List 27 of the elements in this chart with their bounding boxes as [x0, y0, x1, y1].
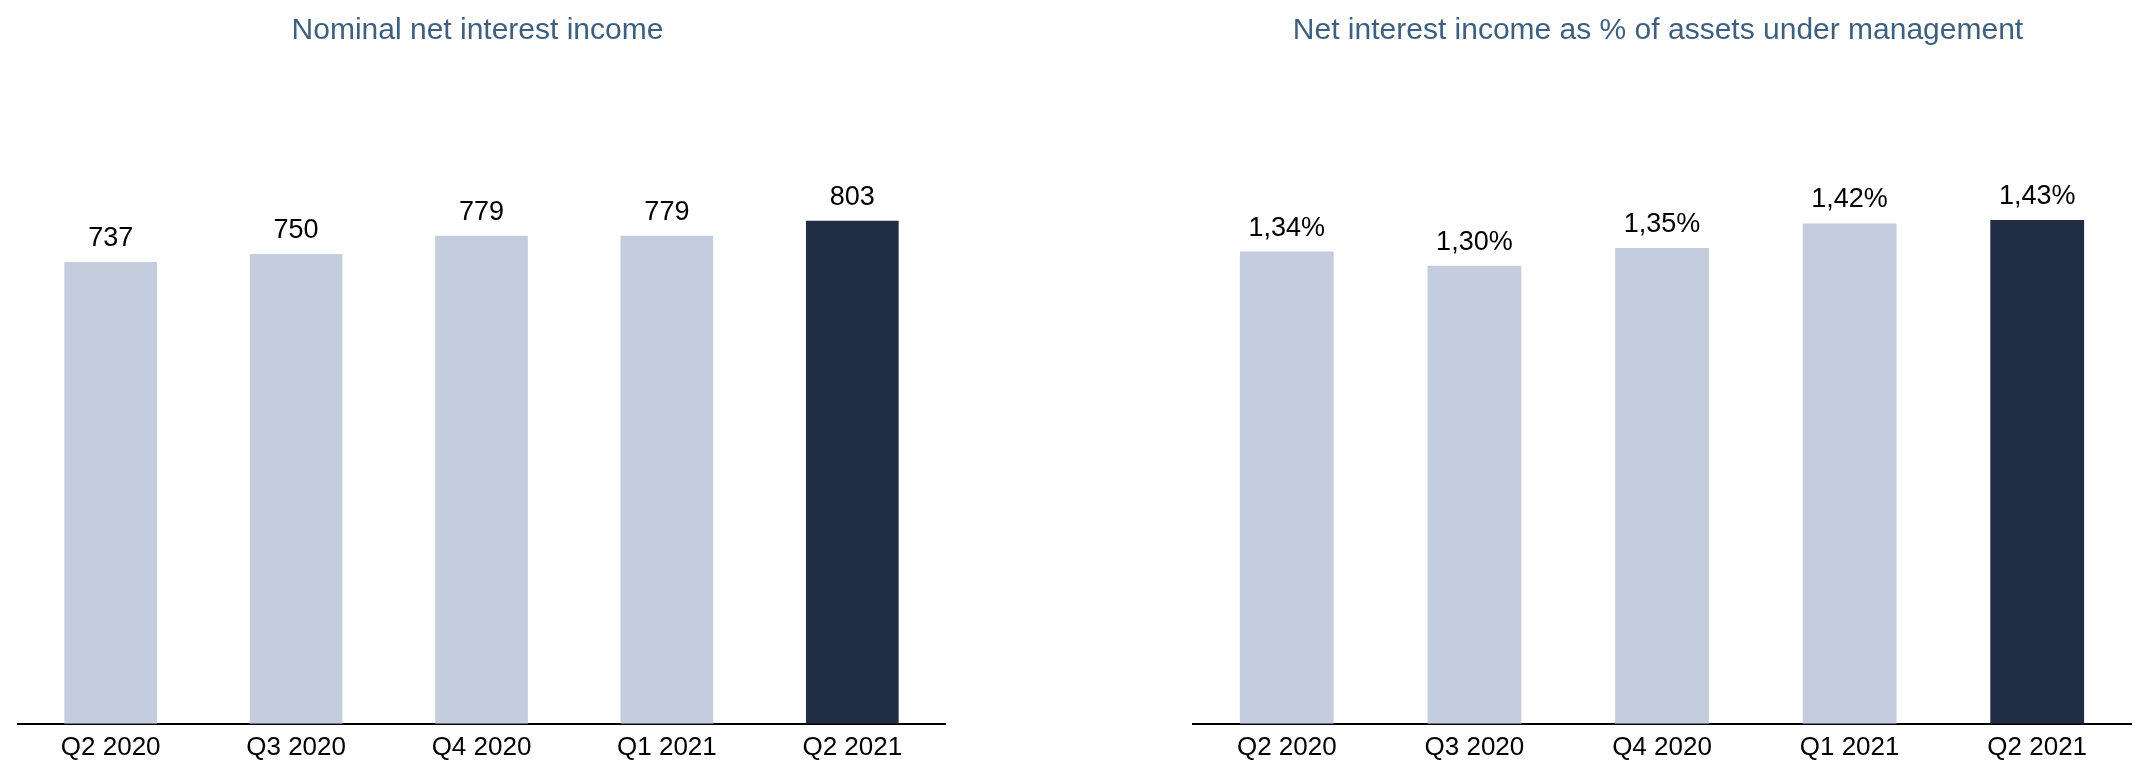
- bar: [1615, 248, 1709, 724]
- x-tick-label: Q3 2020: [246, 730, 346, 761]
- x-tick-label: Q4 2020: [1612, 730, 1712, 761]
- x-tick-label: Q2 2021: [802, 730, 903, 761]
- data-label: 779: [458, 195, 505, 226]
- x-tick-label: Q3 2020: [1424, 730, 1525, 761]
- data-label: 779: [644, 195, 690, 226]
- x-tick-label: Q2 2020: [1236, 730, 1337, 761]
- data-label: 737: [88, 222, 134, 253]
- data-label: 1,43%: [1998, 179, 2076, 210]
- data-label: 1,34%: [1248, 211, 1326, 242]
- data-label: 803: [829, 180, 875, 211]
- chart-title: Net interest income as % of assets under management: [1291, 11, 2025, 47]
- bar: [1990, 219, 2085, 724]
- x-tick-label: Q1 2021: [1799, 730, 1900, 761]
- x-tick-label: Q1 2021: [617, 730, 717, 761]
- data-label: 1,30%: [1436, 225, 1513, 256]
- data-label: 1,42%: [1811, 183, 1888, 214]
- x-tick-label: Q4 2020: [431, 730, 532, 761]
- x-tick-label: Q2 2020: [60, 730, 161, 761]
- data-label: 750: [273, 213, 319, 244]
- bar: [1427, 265, 1522, 724]
- x-tick-label: Q2 2021: [1987, 730, 2088, 761]
- bar: [1802, 223, 1897, 724]
- data-label: 1,35%: [1623, 208, 1701, 239]
- chart-title: Nominal net interest income: [290, 11, 665, 47]
- bar: [1239, 251, 1334, 724]
